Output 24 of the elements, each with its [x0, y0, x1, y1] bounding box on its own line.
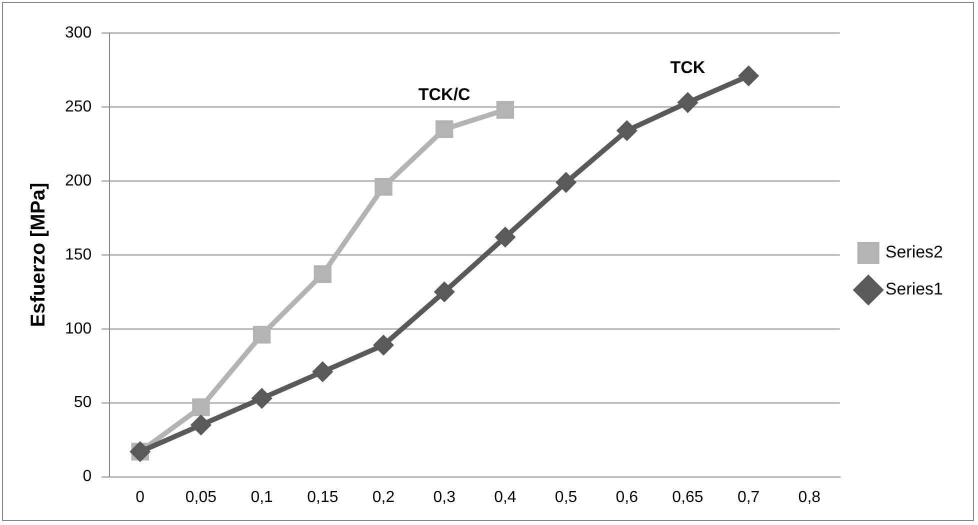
y-tick-label: 100 — [64, 320, 92, 338]
legend-label: Series1 — [885, 280, 943, 299]
legend-label: Series2 — [885, 242, 943, 262]
x-tick-label: 0,05 — [185, 488, 217, 506]
x-tick-label: 0,5 — [554, 488, 578, 506]
y-tick-label: 250 — [64, 98, 92, 116]
x-tick-label: 0,1 — [250, 488, 274, 506]
x-tick-label: 0,7 — [737, 488, 760, 506]
y-axis-title: Esfuerzo [MPa] — [28, 182, 50, 328]
y-tick-label: 300 — [64, 24, 92, 42]
x-tick-label: 0,65 — [672, 488, 704, 506]
y-tick-label: 0 — [82, 468, 92, 486]
y-tick-label: 150 — [64, 246, 92, 264]
x-tick-label: 0,8 — [798, 488, 821, 506]
y-tick-label: 200 — [64, 172, 92, 190]
y-tick-label: 50 — [74, 394, 92, 412]
x-tick-label: 0,6 — [616, 488, 638, 506]
x-tick-label: 0,15 — [307, 488, 338, 506]
x-tick-label: 0 — [136, 488, 145, 506]
x-tick-label: 0,3 — [433, 488, 456, 506]
x-tick-label: 0,4 — [494, 488, 516, 506]
x-tick-label: 0,2 — [372, 488, 395, 506]
annotation: TCK/C — [418, 84, 470, 104]
annotation: TCK — [670, 58, 706, 78]
